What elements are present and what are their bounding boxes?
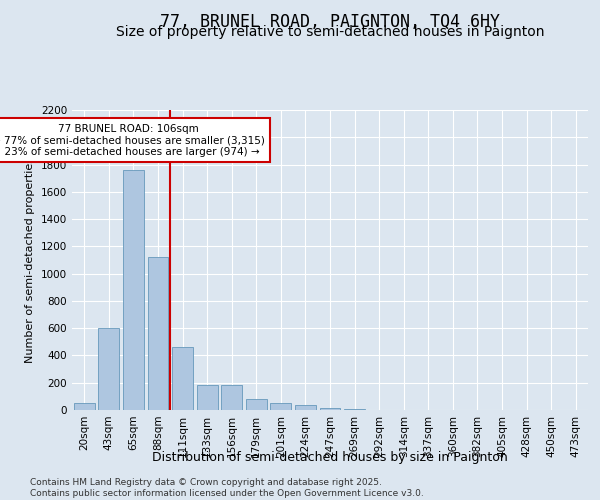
Text: Size of property relative to semi-detached houses in Paignton: Size of property relative to semi-detach… [116,25,544,39]
Text: 77 BRUNEL ROAD: 106sqm
← 77% of semi-detached houses are smaller (3,315)
  23% o: 77 BRUNEL ROAD: 106sqm ← 77% of semi-det… [0,124,265,157]
Bar [98,328,119,410]
Bar [197,385,218,410]
Bar [246,399,267,410]
Bar [271,402,292,410]
Bar [221,385,242,410]
Bar [172,348,193,410]
Bar [295,404,316,410]
Text: 77, BRUNEL ROAD, PAIGNTON, TQ4 6HY: 77, BRUNEL ROAD, PAIGNTON, TQ4 6HY [160,12,500,30]
Text: Distribution of semi-detached houses by size in Paignton: Distribution of semi-detached houses by … [152,451,508,464]
Bar [74,402,95,410]
Bar [123,170,144,410]
Bar [148,258,169,410]
Text: Contains HM Land Registry data © Crown copyright and database right 2025.
Contai: Contains HM Land Registry data © Crown c… [30,478,424,498]
Bar [320,408,340,410]
Y-axis label: Number of semi-detached properties: Number of semi-detached properties [25,157,35,363]
